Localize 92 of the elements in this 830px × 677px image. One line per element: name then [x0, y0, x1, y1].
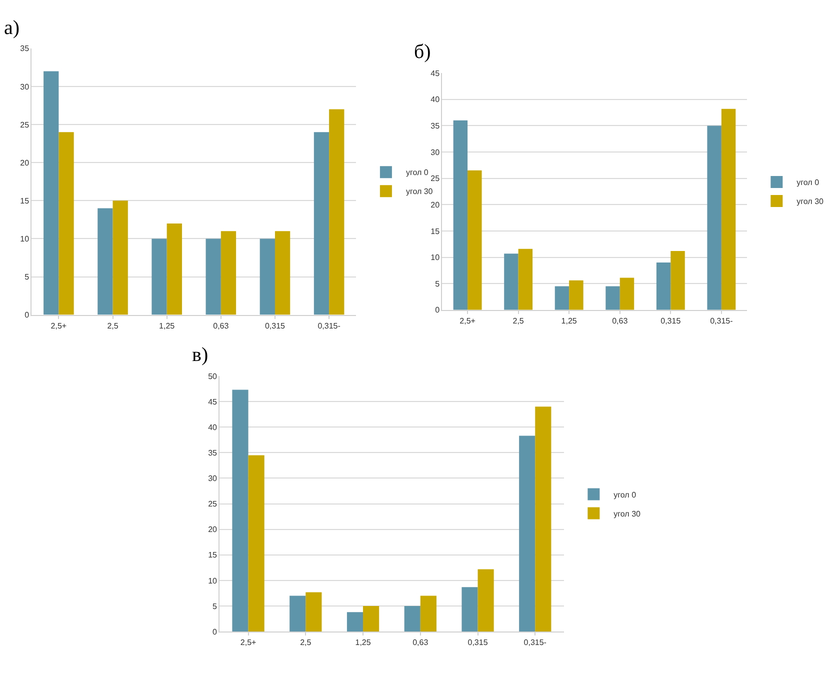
y-tick-label: 20: [208, 525, 218, 534]
bar: [152, 238, 167, 315]
y-tick-label: 0: [212, 627, 218, 636]
x-tick-label: 2,5: [300, 638, 312, 648]
bar: [554, 286, 570, 310]
bar: [260, 238, 275, 315]
y-tick-label: 25: [208, 500, 218, 509]
y-tick-label: 20: [430, 200, 440, 210]
bar: [462, 587, 478, 632]
x-tick-label: 2,5+: [50, 321, 67, 330]
x-tick-label: 2,5+: [460, 316, 476, 326]
x-tick-label: 1,25: [561, 316, 578, 326]
bar: [606, 286, 620, 310]
bar: [98, 208, 113, 315]
bar: [518, 248, 533, 310]
x-tick-label: 0,315-: [524, 638, 547, 648]
legend-label: угол 0: [796, 178, 820, 188]
chart-title: а): [4, 17, 20, 39]
y-tick-label: 30: [430, 148, 440, 157]
legend-label: угол 0: [614, 490, 637, 500]
bar: [206, 238, 221, 315]
bar: [314, 132, 330, 315]
bar: [112, 200, 128, 315]
bar: [166, 223, 182, 315]
x-tick-label: 0,315: [264, 321, 286, 330]
y-tick-label: 10: [430, 253, 440, 262]
legend-label: угол 30: [406, 187, 434, 196]
y-tick-label: 40: [208, 422, 218, 432]
legend-label: угол 30: [614, 509, 642, 518]
bar: [707, 126, 722, 310]
y-tick-label: 5: [24, 272, 30, 282]
bar: [670, 250, 685, 310]
x-tick-label: 2,5: [107, 321, 119, 330]
y-tick-label: 35: [208, 448, 218, 458]
x-tick-label: 0,63: [213, 321, 230, 330]
y-tick-label: 45: [430, 68, 440, 78]
bar: [290, 596, 306, 632]
bar: [274, 231, 290, 315]
chart-title: в): [192, 344, 208, 366]
y-tick-label: 20: [20, 158, 30, 168]
bar: [519, 436, 536, 632]
y-tick-label: 5: [435, 279, 440, 288]
x-tick-label: 0,315: [660, 316, 682, 326]
y-tick-label: 0: [24, 310, 30, 320]
bar: [329, 109, 344, 315]
bar: [468, 170, 482, 310]
x-tick-label: 0,315-: [318, 321, 341, 330]
bar: [478, 569, 494, 632]
y-tick-label: 0: [435, 306, 440, 315]
y-tick-label: 25: [20, 120, 30, 130]
legend-label: угол 30: [796, 197, 824, 206]
y-tick-label: 30: [20, 82, 30, 92]
bar: [569, 280, 584, 310]
bar: [721, 108, 736, 310]
y-tick-label: 50: [208, 372, 218, 381]
y-tick-label: 35: [430, 121, 440, 130]
x-tick-label: 1,25: [355, 638, 372, 648]
x-tick-label: 2,5+: [240, 638, 257, 648]
chart-title: б): [414, 41, 431, 63]
bar: [306, 592, 322, 632]
y-tick-label: 35: [20, 44, 30, 54]
bar: [404, 606, 420, 632]
bar: [220, 231, 236, 315]
x-tick-label: 0,63: [412, 638, 429, 648]
x-tick-label: 1,25: [159, 321, 176, 330]
y-tick-label: 40: [430, 95, 440, 104]
y-tick-label: 30: [208, 474, 218, 484]
x-tick-label: 0,63: [612, 316, 628, 326]
x-tick-label: 0,315: [468, 638, 488, 648]
bar: [656, 262, 671, 310]
bar: [363, 606, 380, 632]
bar: [420, 596, 436, 632]
y-tick-label: 10: [20, 234, 30, 244]
y-tick-label: 5: [212, 602, 218, 611]
y-tick-label: 10: [208, 576, 218, 586]
bar: [504, 254, 518, 310]
y-tick-label: 15: [430, 226, 440, 236]
x-tick-label: 0,315-: [710, 316, 734, 326]
bar: [535, 406, 552, 632]
bar: [346, 612, 364, 632]
bar: [44, 71, 59, 315]
y-tick-label: 15: [208, 550, 218, 560]
y-tick-label: 25: [430, 174, 440, 184]
bar: [620, 278, 634, 310]
x-tick-label: 2,5: [512, 316, 524, 326]
bar: [453, 120, 468, 310]
bar: [58, 132, 74, 315]
legend-label: угол 0: [406, 168, 429, 178]
bar: [232, 390, 248, 632]
y-tick-label: 15: [20, 196, 30, 206]
bar: [248, 455, 264, 632]
y-tick-label: 45: [208, 397, 218, 406]
